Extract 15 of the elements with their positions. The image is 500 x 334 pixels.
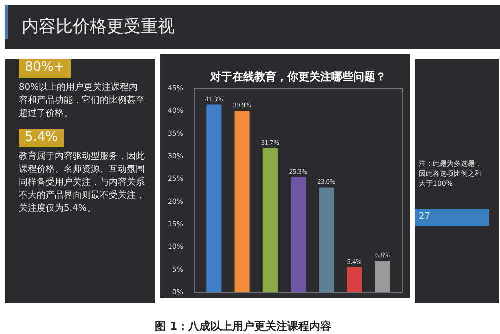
text: 80%+ — [19, 59, 71, 78]
bar — [347, 268, 362, 292]
text: 5.4% — [19, 128, 64, 148]
bar — [290, 177, 306, 292]
bar — [262, 148, 278, 292]
text: 内容比价格更受重视 — [5, 5, 175, 40]
text: 27 — [415, 209, 489, 226]
caption: 图 1：八成以上用户更关注课程内容 — [154, 319, 332, 334]
bar — [234, 111, 250, 292]
bar — [319, 188, 334, 292]
text: 教育属于内容驱动型服务，因此课程价格、名师资源、互动氛围同样备受用户关注，与内容关系不大的产品界面则最不受关注，关注度仅为5.4%。 — [19, 151, 145, 216]
bar — [375, 261, 390, 292]
chart-title: 对于在线教育，你更关注哪些问题？ — [210, 70, 386, 84]
text: 80%以上的用户更关注课程内容和产品功能，它们的比例甚至超过了价格。 — [19, 82, 145, 121]
bar — [206, 104, 222, 292]
